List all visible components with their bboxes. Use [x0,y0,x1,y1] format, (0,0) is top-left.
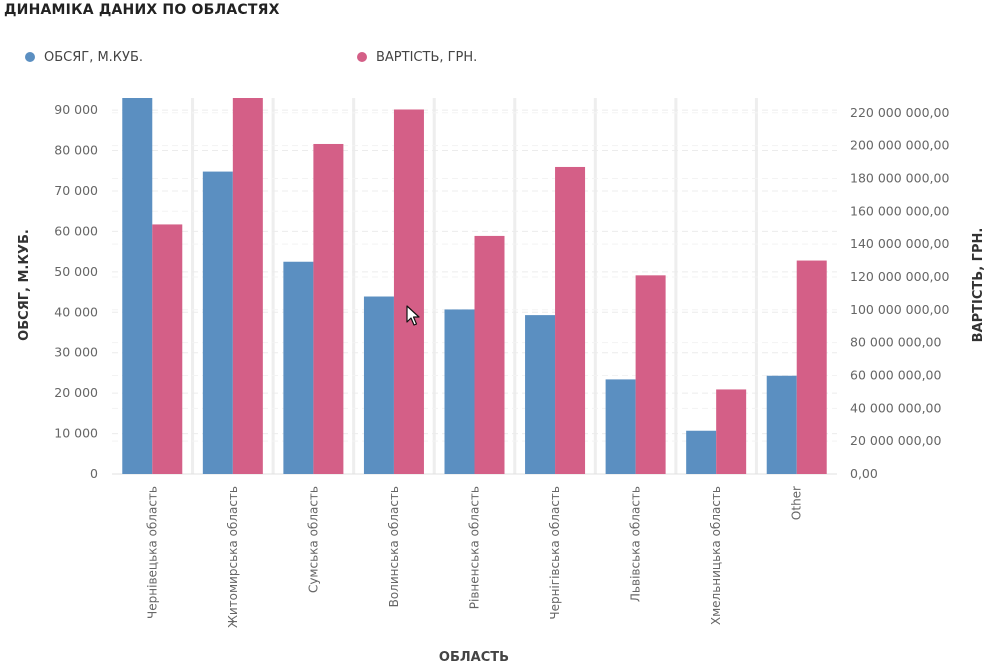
category-label: Львівська область [629,486,643,602]
legend-dot-cost [357,52,367,62]
bar-cost[interactable] [152,224,183,474]
bar-volume[interactable] [283,261,314,474]
bars [122,98,827,475]
bar-volume[interactable] [686,430,717,474]
bar-cost[interactable] [555,166,586,474]
bar-volume[interactable] [605,379,636,474]
y-left-tick-label: 60 000 [54,223,98,238]
category-label: Чернігівська область [548,486,562,620]
y-left-tick-label: 20 000 [54,385,98,400]
y-right-tick-label: 180 000 000,00 [850,170,949,185]
mouse-cursor-icon [406,305,420,326]
bar-cost[interactable] [313,143,344,474]
chart-title: ДИНАМІКА ДАНИХ ПО ОБЛАСТЯХ [4,2,280,18]
y-right-tick-label: 200 000 000,00 [850,138,949,153]
axis-ticks: 0 10 000 20 000 30 000 40 000 50 000 60 000 70 … [54,102,949,481]
category-label: Житомирська область [226,486,240,628]
y-left-tick-label: 80 000 [54,143,98,158]
category-label: Other [790,486,804,520]
y-right-tick-label: 140 000 000,00 [850,236,949,251]
category-label: Хмельницька область [709,486,723,625]
y-left-tick-label: 0 [90,466,98,481]
x-axis-title: ОБЛАСТЬ [439,650,509,665]
y-left-tick-label: 70 000 [54,183,98,198]
category-label: Рівненська область [468,486,482,609]
bar-volume[interactable] [766,375,797,474]
bar-cost[interactable] [716,389,747,474]
y-right-tick-label: 100 000 000,00 [850,302,949,317]
y-left-tick-label: 30 000 [54,345,98,360]
bar-volume[interactable] [122,98,153,474]
bar-cost[interactable] [393,109,424,475]
legend-label-cost: ВАРТІСТЬ, ГРН. [376,49,478,65]
y-axis-right-title: ВАРТІСТЬ, ГРН. [971,228,986,343]
category-label: Чернівецька область [145,486,159,619]
y-right-tick-label: 160 000 000,00 [850,203,949,218]
y-right-tick-label: 20 000 000,00 [850,433,941,448]
y-right-tick-label: 0,00 [850,466,878,481]
y-right-tick-label: 60 000 000,00 [850,367,941,382]
y-right-tick-label: 220 000 000,00 [850,105,949,120]
bar-volume[interactable] [525,315,556,474]
legend-item-volume[interactable]: ОБСЯГ, М.КУБ. [25,47,143,67]
legend-item-cost[interactable]: ВАРТІСТЬ, ГРН. [357,47,477,67]
y-right-tick-label: 120 000 000,00 [850,269,949,284]
bar-cost[interactable] [232,98,263,474]
y-left-tick-label: 50 000 [54,264,98,279]
bar-cost[interactable] [635,275,666,474]
bar-volume[interactable] [444,309,475,474]
y-left-tick-label: 40 000 [54,304,98,319]
legend-label-volume: ОБСЯГ, М.КУБ. [44,49,144,65]
y-right-tick-label: 40 000 000,00 [850,400,941,415]
y-left-tick-label: 10 000 [54,426,98,441]
category-labels: Чернівецька область Житомирська область Су… [145,486,803,628]
y-right-tick-label: 80 000 000,00 [850,335,941,350]
y-axis-left-title: ОБСЯГ, М.КУБ. [17,229,32,341]
y-left-tick-label: 90 000 [54,102,98,117]
legend-dot-volume [25,52,35,62]
bar-volume[interactable] [363,296,394,474]
bar-cost[interactable] [474,235,505,474]
bar-cost[interactable] [796,260,827,474]
bar-volume[interactable] [202,171,233,474]
category-label: Сумська область [306,486,320,593]
category-label: Волинська область [387,486,401,607]
